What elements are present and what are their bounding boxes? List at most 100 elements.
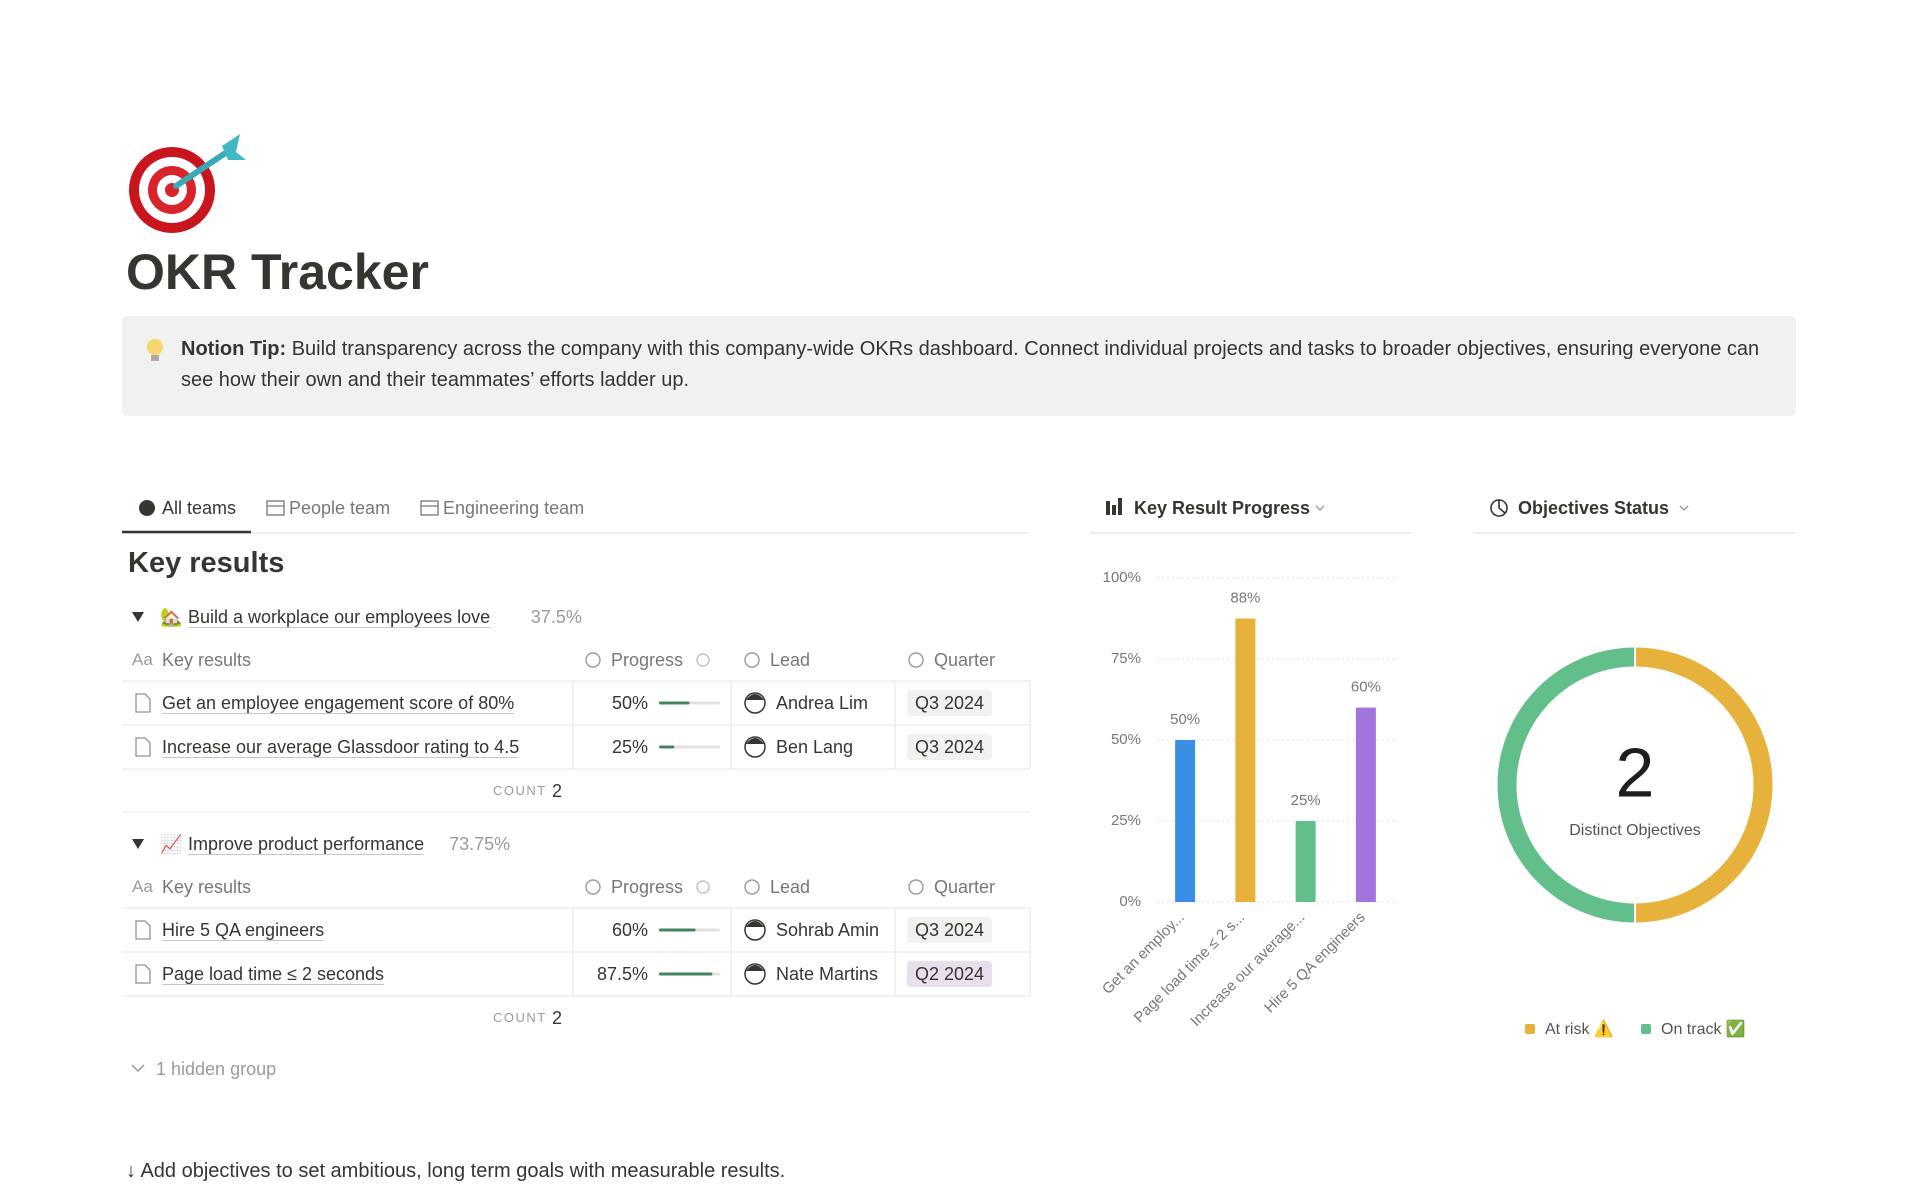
progress-bar (659, 928, 696, 932)
tip-icon (147, 339, 163, 361)
info-icon (696, 880, 710, 894)
donut-slice (1497, 647, 1636, 923)
hidden-chevron (131, 1064, 145, 1073)
column-header: Lead (770, 649, 811, 670)
tip-text: Notion Tip: Build transparency across th… (181, 334, 1771, 396)
quarter-chip: Q3 2024 (907, 734, 993, 760)
avatar (746, 694, 764, 700)
lead-name: Ben Lang (776, 736, 854, 757)
table-title: Key results (128, 547, 285, 580)
avatar (746, 738, 764, 744)
group-toggle (132, 839, 144, 849)
avatar (746, 965, 764, 971)
info-icon (696, 653, 710, 667)
hidden-groups[interactable]: 1 hidden group (156, 1058, 277, 1079)
row-name[interactable]: Increase our average Glassdoor rating to… (162, 736, 520, 757)
callout (122, 316, 1796, 416)
chart-icon (1118, 498, 1122, 515)
page-icon-small (135, 737, 151, 757)
chart-icon (1106, 501, 1110, 515)
legend-swatch (1641, 1024, 1651, 1034)
x-tick-label: Page load time ≤ 2 s... (1131, 909, 1248, 1026)
column-header: Lead (770, 876, 811, 897)
tab-icon (420, 500, 439, 516)
y-tick-label: 50% (1111, 731, 1141, 748)
legend-label: On track ✅ (1661, 1019, 1746, 1038)
group-name[interactable]: Build a workplace our employees love (188, 606, 491, 627)
column-header: Progress (611, 876, 684, 897)
column-header: Key results (162, 649, 252, 670)
count-label: COUNT (493, 1010, 547, 1026)
chart-icon (1112, 505, 1116, 515)
bar-value-label: 50% (1170, 711, 1200, 728)
group-icon: 🏡 (160, 606, 183, 627)
chart-menu (1679, 505, 1689, 511)
legend-label: At risk ⚠️ (1545, 1019, 1614, 1038)
progress-label: 87.5% (596, 963, 648, 984)
quarter-chip: Q3 2024 (907, 917, 993, 943)
y-tick-label: 75% (1111, 650, 1141, 667)
bar (1355, 707, 1376, 902)
donut-center-label: Distinct Objectives (1569, 822, 1701, 839)
progress-label: 25% (611, 736, 648, 757)
tip-body: Build transparency across the company wi… (181, 338, 1760, 391)
footer-text: ↓ Add objectives to set ambitious, long … (126, 1160, 786, 1183)
row-name[interactable]: Hire 5 QA engineers (162, 919, 325, 940)
progress-bar (659, 701, 690, 705)
bar-value-label: 25% (1291, 792, 1321, 809)
column-header: Key results (162, 876, 252, 897)
group-icon: 📈 (160, 833, 183, 854)
group-summary: 73.75% (449, 833, 511, 854)
column-icon (585, 879, 601, 895)
quarter-chip: Q2 2024 (907, 961, 993, 987)
bar (1295, 821, 1316, 902)
column-icon: Aa (132, 650, 153, 670)
column-icon: Aa (132, 877, 153, 897)
page-title: OKR Tracker (126, 244, 429, 300)
tab-icon (139, 500, 155, 516)
column-icon (585, 652, 601, 668)
donut-center-value: 2 (1616, 733, 1655, 811)
count-value: 2 (552, 780, 563, 801)
y-tick-label: 0% (1119, 893, 1141, 910)
page-icon-small (135, 964, 151, 984)
column-icon (744, 652, 760, 668)
progress-bar (659, 745, 675, 749)
donut-slice (1634, 647, 1773, 923)
bar-value-label: 60% (1351, 679, 1381, 696)
avatar (746, 921, 764, 927)
tab-icon (266, 500, 285, 516)
bar (1175, 740, 1196, 902)
column-header: Quarter (934, 876, 996, 897)
lead-name: Sohrab Amin (776, 919, 880, 940)
x-tick-label: Increase our average... (1187, 909, 1308, 1030)
chart-icon (1498, 500, 1506, 514)
column-icon (908, 879, 924, 895)
chart-menu (1315, 505, 1325, 511)
tab[interactable]: All teams (162, 497, 237, 518)
lead-name: Nate Martins (776, 963, 879, 984)
page-icon (129, 134, 246, 233)
progress-label: 50% (611, 692, 648, 713)
progress-track (659, 745, 720, 749)
bar (1235, 618, 1256, 902)
bar-value-label: 88% (1230, 590, 1260, 607)
y-tick-label: 100% (1103, 569, 1141, 586)
quarter-chip: Q3 2024 (907, 690, 993, 716)
column-header: Quarter (934, 649, 996, 670)
row-name[interactable]: Get an employee engagement score of 80% (162, 692, 515, 713)
group-toggle (132, 612, 144, 622)
chart-title: Key Result Progress (1134, 497, 1311, 518)
y-tick-label: 25% (1111, 812, 1141, 829)
page-icon-small (135, 693, 151, 713)
tab[interactable]: Engineering team (443, 497, 585, 518)
group-name[interactable]: Improve product performance (188, 833, 425, 854)
tab[interactable]: People team (289, 497, 391, 518)
group-summary: 37.5% (530, 606, 582, 627)
tip-label: Notion Tip: (181, 338, 287, 360)
count-value: 2 (552, 1007, 563, 1028)
row-name[interactable]: Page load time ≤ 2 seconds (162, 963, 385, 984)
